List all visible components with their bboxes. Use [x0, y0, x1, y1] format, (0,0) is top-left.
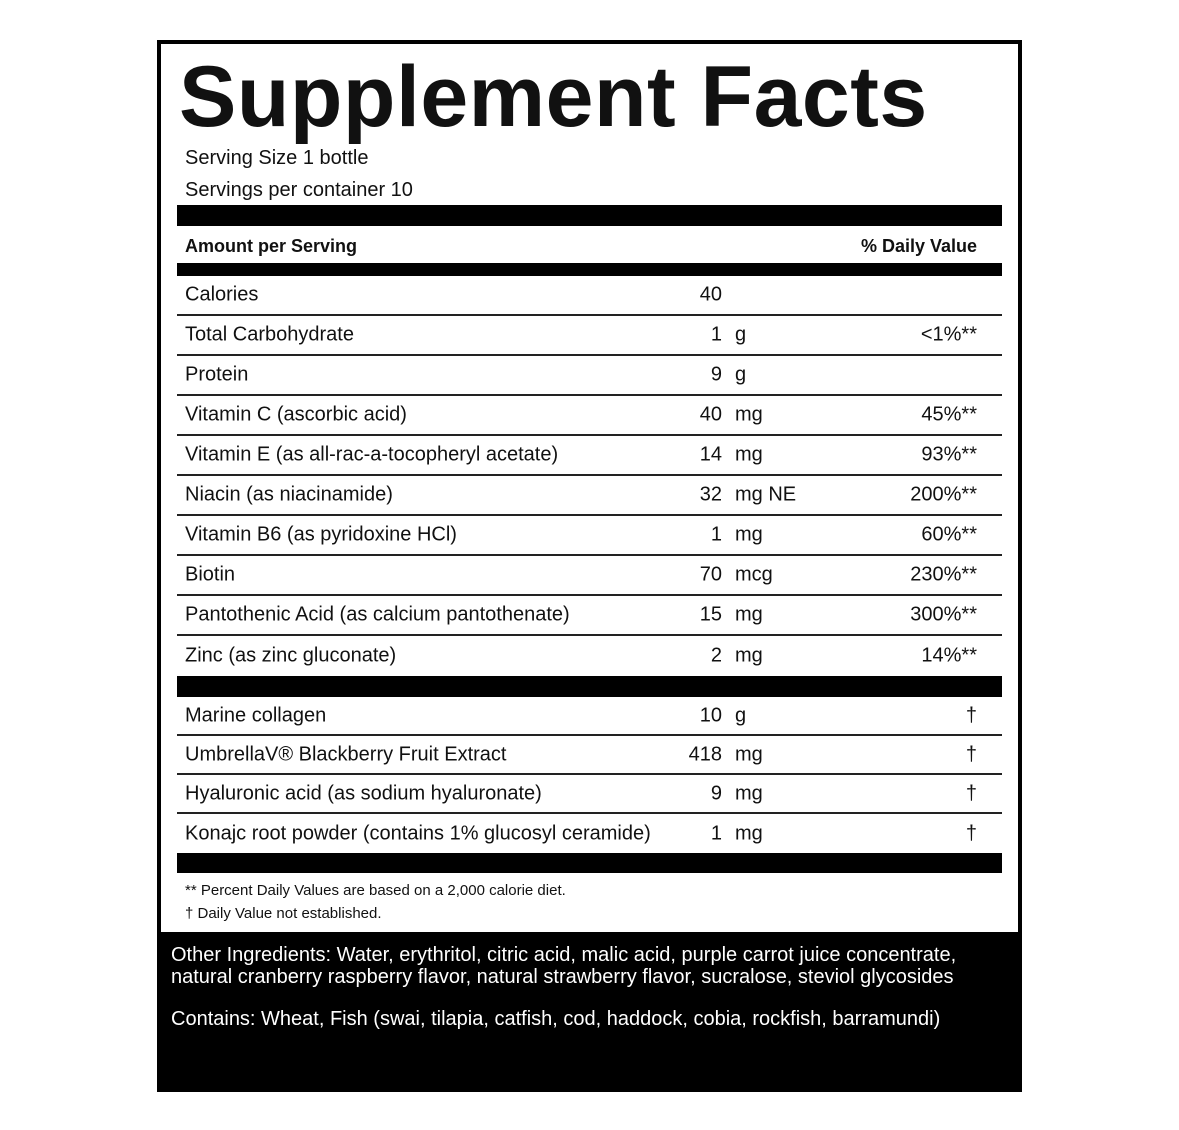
- divider-bar: [177, 205, 1002, 226]
- daily-value: 45%**: [921, 403, 977, 426]
- serving-size: Serving Size 1 bottle: [185, 147, 369, 169]
- name: Biotin: [185, 563, 236, 586]
- supplement-facts-panel: Supplement Facts Serving Size 1 bottle S…: [157, 40, 1022, 1092]
- row: UmbrellaV® Blackberry Fruit Extract 418 mg…: [177, 736, 1002, 775]
- amount: 70: [699, 563, 722, 586]
- daily-value: <1%**: [920, 323, 977, 346]
- name: Vitamin E (as all-rac-a-tocopheryl aceta…: [185, 443, 559, 466]
- footnote: ** Percent Daily Values are based on a 2…: [185, 882, 566, 899]
- daily-value: 93%**: [921, 443, 977, 466]
- row: Niacin (as niacinamide) 32 mg NE 200%**: [177, 476, 1002, 516]
- unit: mg: [735, 644, 763, 667]
- amount: 9: [710, 363, 722, 386]
- row: Pantothenic Acid (as calcium pantothenat…: [177, 596, 1002, 636]
- divider-bar: [177, 676, 1002, 697]
- footnote: † Daily Value not established.: [185, 905, 382, 922]
- ingredients-panel: Other Ingredients: Water, erythritol, ci…: [161, 932, 1018, 1088]
- name: Protein: [185, 363, 249, 386]
- amount: 1: [710, 323, 722, 346]
- unit: mg: [735, 782, 763, 804]
- daily-value: 14%**: [921, 644, 977, 667]
- amount: 40: [699, 283, 722, 306]
- name: Marine collagen: [185, 704, 327, 726]
- amount: 15: [699, 603, 722, 626]
- row: Hyaluronic acid (as sodium hyaluronate) 9…: [177, 775, 1002, 814]
- daily-value: 60%**: [921, 523, 977, 546]
- row: Vitamin C (ascorbic acid) 40 mg 45%**: [177, 396, 1002, 436]
- amount: 1: [710, 523, 722, 546]
- name: Calories: [185, 283, 259, 306]
- amount: 2: [710, 644, 722, 667]
- row: Vitamin B6 (as pyridoxine HCl) 1 mg 60%**: [177, 516, 1002, 556]
- row: Konajc root powder (contains 1% glucosyl…: [177, 814, 1002, 853]
- unit: mg: [735, 822, 763, 844]
- divider-bar: [177, 853, 1002, 873]
- unit: mg: [735, 603, 763, 626]
- daily-value: †: [965, 822, 977, 844]
- daily-value-header: % Daily Value: [860, 236, 977, 256]
- divider-bar: [177, 263, 1002, 276]
- name: UmbrellaV® Blackberry Fruit Extract: [185, 743, 507, 765]
- unit: mg: [735, 523, 763, 546]
- unit: mg: [735, 403, 763, 426]
- row: Vitamin E (as all-rac-a-tocopheryl aceta…: [177, 436, 1002, 476]
- name: Hyaluronic acid (as sodium hyaluronate): [185, 782, 542, 804]
- row: Biotin 70 mcg 230%**: [177, 556, 1002, 596]
- unit: g: [735, 363, 747, 386]
- row: Calories 40: [177, 276, 1002, 316]
- row: Zinc (as zinc gluconate) 2 mg 14%**: [177, 636, 1002, 676]
- name: Vitamin C (ascorbic acid): [185, 403, 407, 426]
- unit: g: [735, 704, 747, 726]
- amount: 14: [699, 443, 722, 466]
- unit: mg: [735, 743, 763, 765]
- unit: g: [735, 323, 747, 346]
- unit: mg NE: [735, 483, 797, 506]
- name: Niacin (as niacinamide): [185, 483, 393, 506]
- name: Konajc root powder (contains 1% glucosyl…: [185, 822, 651, 844]
- unit: mg: [735, 443, 763, 466]
- name: Total Carbohydrate: [185, 323, 354, 346]
- amount: 418: [688, 743, 722, 765]
- name: Pantothenic Acid (as calcium pantothenat…: [185, 603, 570, 626]
- name: Vitamin B6 (as pyridoxine HCl): [185, 523, 457, 546]
- daily-value: †: [965, 704, 977, 726]
- daily-value: †: [965, 743, 977, 765]
- other-ingredients: Other Ingredients: Water, erythritol, ci…: [171, 944, 957, 988]
- row: Marine collagen 10 g †: [177, 697, 1002, 736]
- title: Supplement Facts: [179, 49, 928, 145]
- row: Total Carbohydrate 1 g <1%**: [177, 316, 1002, 356]
- daily-value: 200%**: [910, 483, 977, 506]
- unit: mcg: [735, 563, 773, 586]
- daily-value: †: [965, 782, 977, 804]
- contains: Contains: Wheat, Fish (swai, tilapia, ca…: [171, 1008, 941, 1030]
- amount: 1: [710, 822, 722, 844]
- amount: 32: [699, 483, 722, 506]
- servings-per-container: Servings per container 10: [185, 179, 413, 201]
- amount: 10: [699, 704, 722, 726]
- name: Zinc (as zinc gluconate): [185, 644, 397, 667]
- amount: 40: [699, 403, 722, 426]
- daily-value: 300%**: [910, 603, 977, 626]
- amount-header: Amount per Serving: [185, 236, 358, 256]
- daily-value: 230%**: [910, 563, 977, 586]
- amount: 9: [710, 782, 722, 804]
- row: Protein 9 g: [177, 356, 1002, 396]
